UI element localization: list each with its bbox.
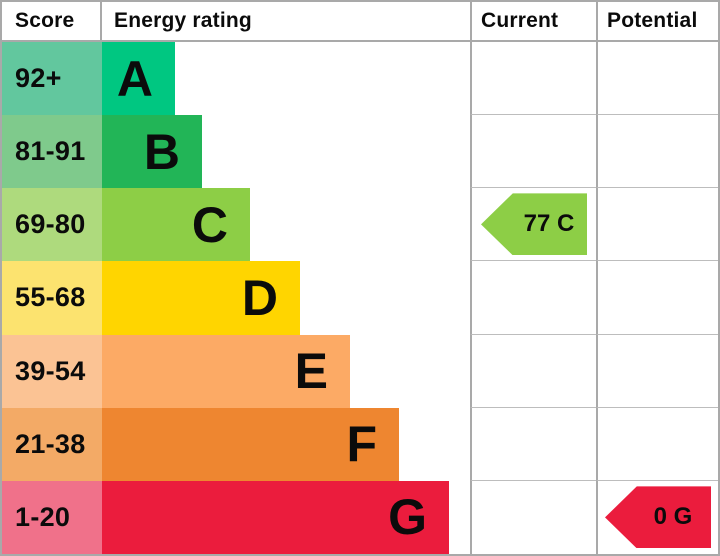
- grade-letter: B: [143, 123, 180, 180]
- potential-cell-g: 0 G: [596, 480, 718, 554]
- score-cell-c: 69-80: [2, 188, 102, 262]
- score-range-label: 92+: [15, 63, 62, 94]
- grade-letter: C: [191, 196, 228, 253]
- score-cell-a: 92+: [2, 42, 102, 116]
- score-range-label: 55-68: [15, 282, 86, 313]
- band-row-g: 1-20 G 0 G: [2, 480, 718, 554]
- current-arrow-label: 77 C: [523, 210, 575, 238]
- current-cell-a: [470, 42, 596, 116]
- score-cell-f: 21-38: [2, 407, 102, 481]
- band-row-c: 69-80 C 77 C: [2, 188, 718, 262]
- current-cell-f: [470, 407, 596, 481]
- rating-bar-a: A: [102, 42, 175, 116]
- potential-cell-e: [596, 334, 718, 408]
- band-rows: 92+ A 81-91 B 69-80 C 77 C 55-68 D 39-54 E 21-38 F 1-…: [2, 42, 718, 554]
- score-cell-g: 1-20: [2, 480, 102, 554]
- current-cell-e: [470, 334, 596, 408]
- score-cell-e: 39-54: [2, 334, 102, 408]
- band-row-e: 39-54 E: [2, 334, 718, 408]
- rating-bar-b: B: [102, 115, 202, 189]
- score-range-label: 81-91: [15, 136, 86, 167]
- band-row-f: 21-38 F: [2, 407, 718, 481]
- potential-arrow-label: 0 G: [653, 503, 693, 531]
- rating-cell-a: A: [102, 42, 470, 116]
- rating-cell-e: E: [102, 334, 470, 408]
- score-range-label: 69-80: [15, 209, 86, 240]
- rating-bar-g: G: [102, 480, 449, 554]
- potential-arrow: 0 G: [605, 486, 711, 549]
- potential-cell-d: [596, 261, 718, 335]
- current-cell-g: [470, 480, 596, 554]
- header-energy-rating: Energy rating: [114, 9, 252, 32]
- rating-cell-c: C: [102, 188, 470, 262]
- rating-cell-g: G: [102, 480, 470, 554]
- current-cell-d: [470, 261, 596, 335]
- header-row: Score Energy rating Current Potential: [2, 2, 718, 42]
- potential-cell-a: [596, 42, 718, 116]
- band-row-b: 81-91 B: [2, 115, 718, 189]
- rating-bar-e: E: [102, 334, 350, 408]
- grade-letter: F: [346, 416, 377, 473]
- band-row-d: 55-68 D: [2, 261, 718, 335]
- grade-letter: A: [116, 50, 153, 107]
- rating-cell-d: D: [102, 261, 470, 335]
- rating-bar-d: D: [102, 261, 300, 335]
- grade-letter: E: [294, 343, 328, 400]
- score-range-label: 39-54: [15, 355, 86, 386]
- score-range-label: 1-20: [15, 501, 71, 532]
- potential-cell-b: [596, 115, 718, 189]
- rating-bar-c: C: [102, 188, 250, 262]
- grade-letter: D: [241, 269, 278, 326]
- score-cell-b: 81-91: [2, 115, 102, 189]
- rating-cell-f: F: [102, 407, 470, 481]
- grade-letter: G: [388, 489, 427, 546]
- header-score: Score: [2, 2, 102, 40]
- rating-cell-b: B: [102, 115, 470, 189]
- current-cell-c: 77 C: [470, 188, 596, 262]
- current-cell-b: [470, 115, 596, 189]
- header-potential: Potential: [596, 2, 718, 40]
- header-current: Current: [470, 2, 596, 40]
- rating-bar-f: F: [102, 407, 399, 481]
- score-cell-d: 55-68: [2, 261, 102, 335]
- score-range-label: 21-38: [15, 428, 86, 459]
- band-row-a: 92+ A: [2, 42, 718, 116]
- potential-cell-f: [596, 407, 718, 481]
- potential-cell-c: [596, 188, 718, 262]
- current-arrow: 77 C: [481, 193, 587, 256]
